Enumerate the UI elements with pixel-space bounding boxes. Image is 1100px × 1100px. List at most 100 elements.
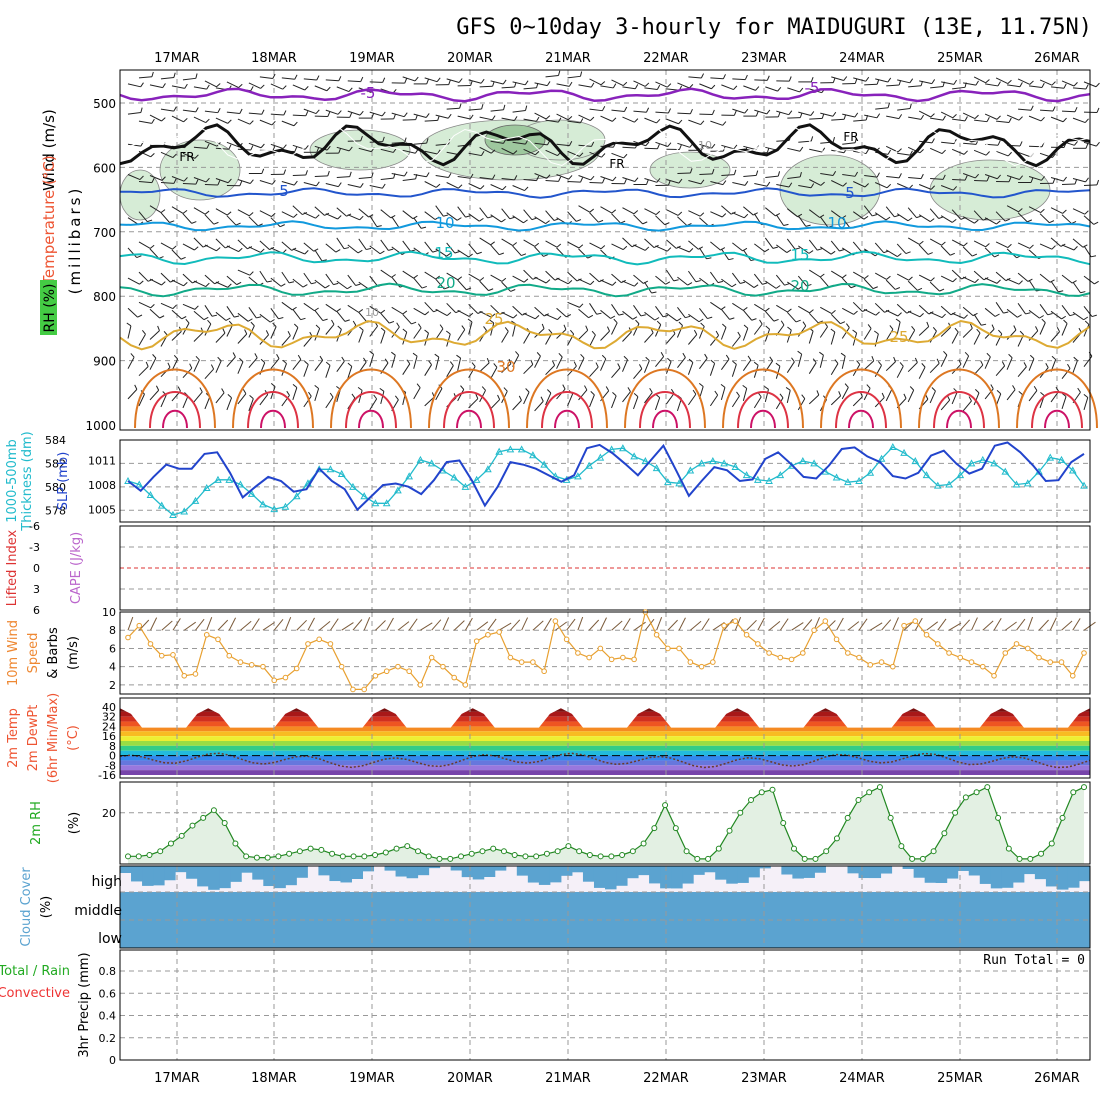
wind-barb: [534, 276, 547, 284]
wind-barb-feather: [293, 323, 299, 328]
thickness-point: [675, 479, 683, 487]
wind10m-speed-point: [698, 663, 705, 670]
wind-barb: [479, 85, 493, 88]
wind-barb-feather: [634, 177, 639, 182]
wind-barb: [127, 307, 138, 318]
rh2m-point: [393, 845, 400, 852]
wind10m-barb: [521, 617, 529, 631]
wind-barb-feather: [151, 177, 155, 183]
wind-barb: [424, 77, 438, 83]
wind-barb-feather: [203, 316, 209, 321]
temp-loop-35: [443, 391, 495, 429]
wind-barb-feather: [1073, 141, 1078, 146]
wind-barb: [336, 86, 350, 93]
wind-barb-feather: [907, 217, 913, 222]
wind10m-speed-point: [260, 663, 266, 670]
pressure-tick-label: 600: [93, 161, 116, 175]
wind-barb-feather: [282, 144, 287, 149]
temp-band: [120, 741, 1090, 746]
wind-barb: [325, 79, 339, 82]
wind-barb-feather: [1084, 320, 1090, 325]
wind-barb-feather: [242, 389, 247, 394]
wind-barb: [567, 120, 581, 124]
wind-barb-feather: [568, 81, 573, 87]
rh-shading: [119, 119, 1051, 226]
wind10m-barb: [1004, 621, 1017, 631]
wind-barb-feather: [810, 77, 814, 83]
wind-barb: [754, 303, 766, 312]
wind-barb-feather: [337, 325, 342, 330]
wind10m-tick-label: 2: [109, 679, 116, 692]
wind-barb: [138, 76, 152, 79]
wind-barb-feather: [1051, 355, 1057, 360]
wind-barb-feather: [601, 153, 606, 158]
wind-barb: [1072, 281, 1081, 294]
wind-barb: [204, 368, 214, 380]
wind-barb-feather: [700, 322, 705, 327]
upper-ylabel-temp: Temperature (°C): [40, 155, 58, 285]
rh2m-point: [629, 848, 636, 855]
wind-barb: [798, 305, 810, 314]
wind-barb: [643, 360, 650, 373]
wind-barb: [830, 331, 836, 345]
wind-barb: [655, 245, 668, 252]
wind-barb-feather: [953, 79, 958, 85]
wind-barb-feather: [908, 276, 913, 281]
wind-barb: [336, 207, 347, 217]
rh2m-point: [812, 855, 819, 862]
pressure-tick-label: 800: [93, 290, 116, 304]
wind-barb: [929, 390, 936, 404]
wind-barb: [1061, 396, 1067, 410]
wind-barb: [688, 270, 697, 283]
wind-barb-feather: [404, 78, 408, 84]
wind-barb: [622, 237, 633, 248]
wind-barb: [391, 216, 400, 228]
cloud-high-bar: [527, 866, 540, 883]
cloud-high-bar: [406, 866, 419, 879]
rh2m-point: [1005, 845, 1012, 852]
wind-barb-feather: [975, 389, 980, 394]
cloud-high-bar: [671, 866, 683, 889]
wind-barb-feather: [389, 320, 395, 324]
wind-barb: [424, 181, 437, 188]
wind-barb: [270, 113, 284, 116]
thickness-point: [292, 492, 301, 500]
wind-barb-feather: [700, 179, 705, 185]
wind-barb-feather: [1004, 218, 1010, 222]
wind-barb-feather: [300, 317, 306, 321]
wind-barb: [841, 327, 850, 339]
rh2m-point: [253, 854, 260, 861]
wind-barb-feather: [1067, 363, 1071, 369]
wind-barb-feather: [1007, 243, 1012, 248]
wind-barb-feather: [382, 77, 386, 83]
wind-barb: [567, 211, 577, 222]
thickness-point: [371, 499, 380, 507]
date-label-top: 24MAR: [839, 51, 885, 66]
wind-barb-feather: [160, 209, 166, 213]
wind-barb: [1006, 278, 1020, 285]
temp2m-tick-label: 24: [102, 720, 116, 733]
wind-barb-feather: [699, 212, 705, 217]
wind-barb-feather: [416, 383, 421, 388]
wind-barb: [798, 111, 811, 116]
wind-barb-feather: [492, 81, 495, 87]
wind-barb-feather: [1094, 280, 1099, 285]
wind-barb-feather: [881, 392, 885, 398]
wind-barb-feather: [834, 359, 839, 364]
wind-barb-feather: [623, 153, 628, 159]
wind-barb-feather: [515, 351, 520, 356]
temp-band: [120, 750, 1090, 756]
wind-barb: [391, 355, 396, 368]
wind-barb-feather: [476, 251, 482, 255]
wind10m-barb: [948, 622, 962, 631]
wind-barb: [930, 178, 944, 180]
wind-barb-feather: [343, 247, 350, 250]
wind-barb-feather: [481, 386, 486, 391]
wind-barb-feather: [380, 327, 386, 332]
wind-barb: [1083, 215, 1094, 225]
wind-barb: [951, 148, 965, 155]
wind-barb-feather: [329, 392, 334, 398]
wind-barb-feather: [784, 283, 790, 286]
wind-barb-feather: [483, 326, 487, 331]
